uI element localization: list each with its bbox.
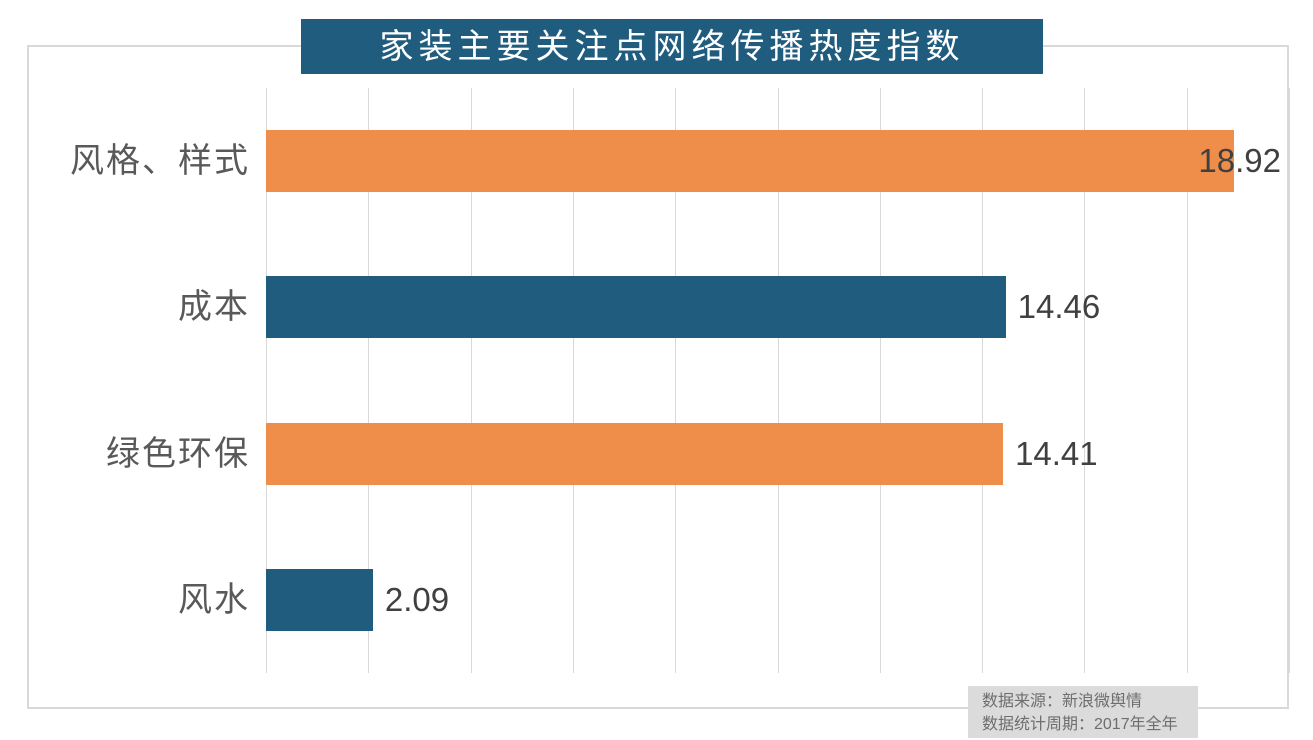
- gridline: [470, 88, 472, 673]
- bar: [266, 422, 1004, 485]
- gridline: [1186, 88, 1188, 673]
- category-label: 绿色环保: [106, 434, 250, 473]
- category-label: 成本: [178, 288, 250, 327]
- bar: [266, 568, 373, 631]
- gridline: [1084, 88, 1086, 673]
- category-label: 风格、样式: [70, 142, 250, 180]
- gridline: [368, 88, 370, 673]
- chart-title: 家装主要关注点网络传播热度指数: [301, 19, 1043, 74]
- bar: [266, 130, 1234, 192]
- source-line-1: 数据来源：新浪微舆情: [982, 693, 1143, 710]
- value-label: 2.09: [384, 580, 450, 618]
- gridline: [266, 88, 267, 673]
- source-line-2: 数据统计周期：2017年全年: [982, 716, 1178, 733]
- value-label: 18.92: [1198, 142, 1281, 179]
- value-label: 14.46: [1017, 288, 1101, 326]
- category-label: 风水: [178, 580, 250, 619]
- bar: [266, 276, 1006, 339]
- gridline: [1289, 88, 1290, 673]
- gridline: [675, 88, 677, 673]
- bar-row: 成本 14.46: [178, 234, 1289, 380]
- bar-row: 风水 2.09: [178, 527, 1289, 673]
- value-label: 14.41: [1015, 434, 1098, 472]
- gridline: [982, 88, 984, 673]
- gridline: [879, 88, 881, 673]
- source-box: 数据来源：新浪微舆情 数据统计周期：2017年全年: [968, 686, 1198, 738]
- gridline: [777, 88, 779, 673]
- bar-row: 风格、样式 18.92: [70, 88, 1289, 234]
- bar-row: 绿色环保 14.41: [106, 381, 1289, 527]
- plot-area: 风格、样式 18.92 成本 14.46 绿色环保 14.41 风水 2.09: [70, 88, 1290, 673]
- gridline: [572, 88, 574, 673]
